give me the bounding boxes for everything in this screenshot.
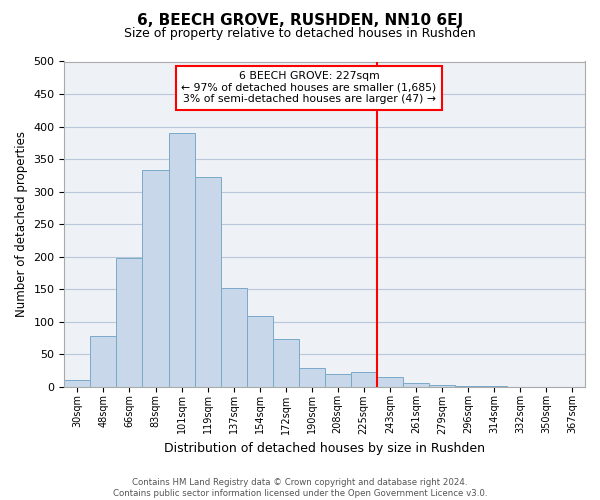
- Text: Contains HM Land Registry data © Crown copyright and database right 2024.
Contai: Contains HM Land Registry data © Crown c…: [113, 478, 487, 498]
- Bar: [377, 377, 403, 386]
- Bar: [272, 339, 299, 386]
- Bar: [169, 133, 194, 386]
- Bar: [403, 382, 429, 386]
- Text: 6, BEECH GROVE, RUSHDEN, NN10 6EJ: 6, BEECH GROVE, RUSHDEN, NN10 6EJ: [137, 12, 463, 28]
- Bar: [142, 170, 169, 386]
- Bar: [64, 380, 91, 386]
- Bar: [194, 177, 221, 386]
- X-axis label: Distribution of detached houses by size in Rushden: Distribution of detached houses by size …: [164, 442, 485, 455]
- Y-axis label: Number of detached properties: Number of detached properties: [15, 131, 28, 317]
- Text: 6 BEECH GROVE: 227sqm
← 97% of detached houses are smaller (1,685)
3% of semi-de: 6 BEECH GROVE: 227sqm ← 97% of detached …: [181, 72, 437, 104]
- Bar: [325, 374, 351, 386]
- Bar: [221, 288, 247, 386]
- Bar: [299, 368, 325, 386]
- Bar: [91, 336, 116, 386]
- Text: Size of property relative to detached houses in Rushden: Size of property relative to detached ho…: [124, 28, 476, 40]
- Bar: [429, 384, 455, 386]
- Bar: [116, 258, 142, 386]
- Bar: [351, 372, 377, 386]
- Bar: [247, 316, 272, 386]
